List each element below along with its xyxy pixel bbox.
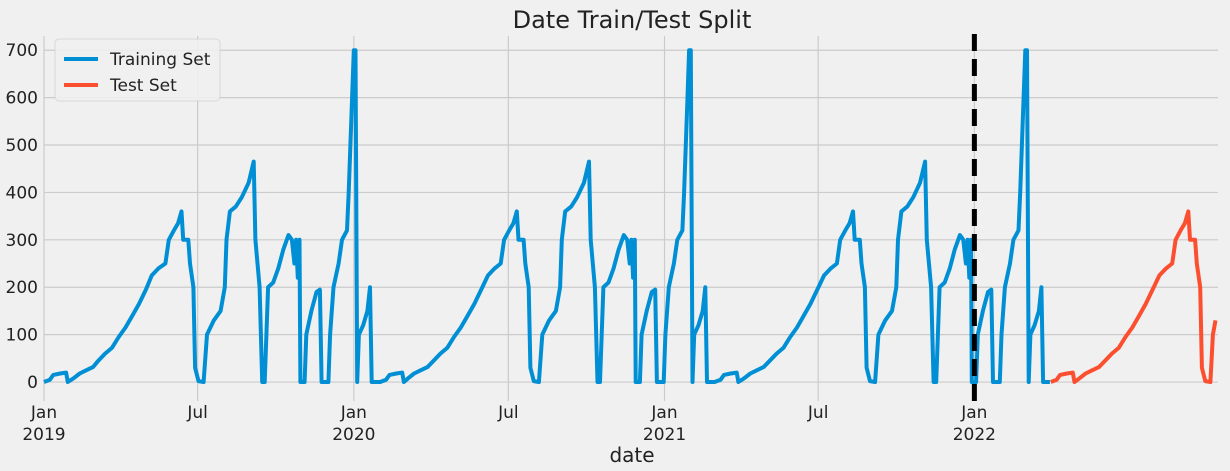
- y-tick-label: 400: [6, 183, 38, 203]
- series-line-test-set: [1050, 209, 1218, 384]
- x-tick-label: Jul: [497, 403, 519, 423]
- y-tick-label: 600: [6, 89, 38, 109]
- y-tick-label: 200: [6, 278, 38, 298]
- x-tick-label: Jul: [807, 403, 829, 423]
- x-tick-label: Jan: [30, 403, 57, 423]
- legend-label: Training Set: [109, 50, 211, 70]
- legend-label: Test Set: [109, 76, 177, 96]
- x-tick-year-label: 2021: [643, 425, 686, 445]
- y-tick-label: 0: [27, 373, 38, 393]
- x-tick-year-label: 2019: [22, 425, 65, 445]
- y-tick-label: 300: [6, 231, 38, 251]
- legend: Training Set Test Set: [54, 38, 221, 102]
- x-tick-label: Jul: [186, 403, 208, 423]
- x-axis-label: date: [609, 443, 654, 467]
- y-tick-label: 700: [6, 41, 38, 61]
- y-tick-label: 500: [6, 136, 38, 156]
- x-tick-label: Jan: [960, 403, 987, 423]
- y-tick-label: 100: [6, 326, 38, 346]
- series-line-training-set: [43, 48, 1050, 384]
- y-axis: 0 100 200 300 400 500 600 700: [6, 41, 38, 393]
- x-tick-year-label: 2020: [332, 425, 375, 445]
- x-tick-label: Jan: [650, 403, 677, 423]
- x-tick-year-label: 2022: [953, 425, 996, 445]
- plot-area: [43, 48, 1218, 384]
- chart-title: Date Train/Test Split: [513, 6, 752, 34]
- x-tick-label: Jan: [340, 403, 367, 423]
